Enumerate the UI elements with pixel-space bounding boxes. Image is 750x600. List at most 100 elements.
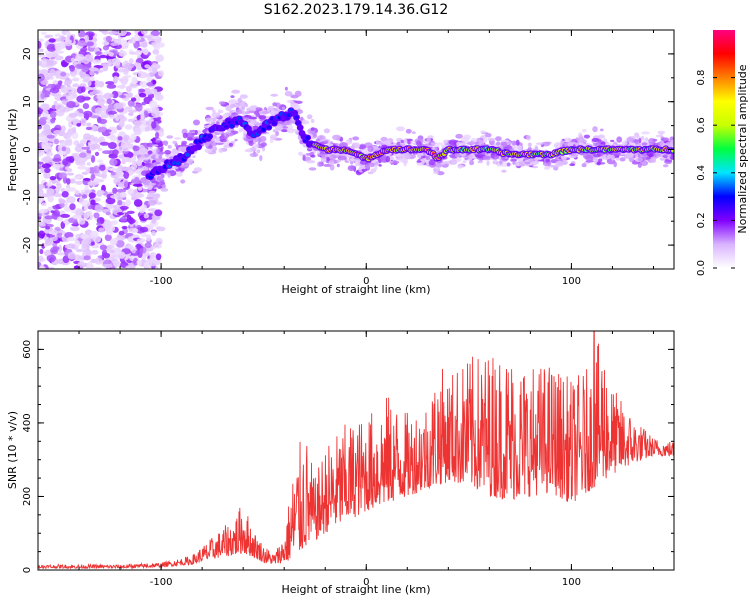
heatmap-cell [152,144,159,147]
heatmap-cell [75,248,84,253]
snr-panel: -100 0 100 0 200 400 600 Height of straight li… [6,330,675,596]
heatmap-cell [364,163,371,169]
heatmap-cell [266,125,272,130]
heatmap-cell [184,162,189,168]
heatmap-cell [155,54,165,62]
heatmap-cell [272,102,278,107]
heatmap-cell [167,172,171,178]
heatmap-cell [155,154,159,159]
heatmap-cell [124,180,129,188]
heatmap-cell [324,140,329,143]
heatmap-cell [215,142,224,145]
heatmap-cell [433,171,440,175]
heatmap-cell [70,57,75,63]
heatmap-cell [64,244,71,249]
heatmap-cell [260,142,267,147]
heatmap-cell [46,134,55,139]
heatmap-cell [88,33,94,38]
heatmap-cell [287,99,294,104]
heatmap-cell [79,139,87,145]
heatmap-cell [106,84,117,89]
heatmap-cell [38,161,44,165]
heatmap-cell [71,73,76,78]
heatmap-cell [89,91,94,96]
heatmap-cell [65,96,72,100]
heatmap-cell [619,157,626,162]
heatmap-cell [225,105,232,112]
heatmap-cell [52,193,63,198]
heatmap-cell [62,158,69,166]
colorbar-ticks: 0.0 0.2 0.4 0.6 0.8 [696,70,735,276]
heatmap-cell [81,243,87,249]
heatmap-cell [155,132,160,138]
heatmap-cell [38,137,48,142]
heatmap-cell [109,158,118,166]
heatmap-cell [425,155,431,160]
heatmap-cell [155,253,162,261]
heatmap-cell [491,154,499,160]
heatmap-cell [139,92,147,98]
heatmap-cell [378,164,382,167]
heatmap-cell [659,157,665,161]
heatmap-cell [72,214,82,220]
heatmap-cell [142,179,150,186]
heatmap-cell [38,54,46,58]
heatmap-cell [531,165,539,169]
heatmap-cell [85,167,91,174]
heatmap-cell [38,213,42,217]
heatmap-cell [65,32,72,36]
heatmap-cell [172,140,178,144]
heatmap-cell [310,118,315,124]
heatmap-cell [112,187,118,194]
heatmap-cell [147,184,153,189]
heatmap-cell [56,252,66,256]
heatmap-cell [94,204,104,213]
heatmap-cell [90,199,96,205]
heatmap-cell [385,156,391,163]
heatmap-cell [77,113,85,118]
heatmap-cell [62,255,70,264]
heatmap-cell [120,39,127,47]
heatmap-cell [652,138,658,142]
heatmap-cell [286,128,295,134]
heatmap-cell [280,129,289,133]
heatmap-cell [406,138,413,142]
heatmap-cell [135,49,142,56]
heatmap-cell [137,186,143,191]
heatmap-cell [86,210,93,217]
heatmap-cell [518,157,524,163]
heatmap-cell [108,114,117,119]
y-tick-label: -20 [22,237,33,253]
heatmap-cell [41,140,49,149]
heatmap-cell [430,142,438,145]
heatmap-cell [524,161,531,165]
heatmap-cell [530,161,536,166]
heatmap-cell [626,151,635,158]
heatmap-cell [119,205,129,210]
heatmap-cell [39,266,46,269]
heatmap-cell [44,215,54,220]
heatmap-cell [51,205,61,210]
heatmap-cell [328,160,335,165]
heatmap-cell [103,263,113,269]
y-tick-label: 0 [22,146,33,152]
heatmap-cell [527,142,532,147]
heatmap-cell [317,161,323,167]
heatmap-cell [44,239,53,246]
heatmap-cell [581,163,587,168]
heatmap-cell [456,141,461,147]
heatmap-cell [38,133,46,138]
heatmap-cell [155,237,163,245]
heatmap-cell [127,118,135,122]
heatmap-cell [49,87,60,94]
heatmap-cell [151,36,161,39]
colorbar-tick-label: 0.2 [696,212,707,228]
heatmap-cell [57,244,63,253]
heatmap-cell [332,134,341,141]
heatmap-cell [323,163,332,167]
heatmap-cell [80,86,86,93]
heatmap-cell [62,88,69,94]
heatmap-cell [46,182,53,187]
heatmap-cell [346,138,353,145]
heatmap-cell [174,137,182,140]
